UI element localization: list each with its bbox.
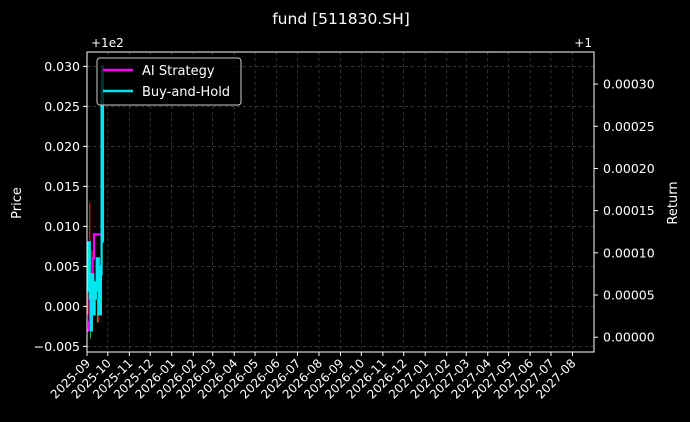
- buy-and-hold-line: [86, 65, 105, 332]
- series-lines: [86, 65, 105, 332]
- y-axis-label: Price: [10, 187, 25, 219]
- y-tick-label: 0.005: [44, 259, 80, 274]
- y-right-tick-label: 0.00015: [603, 203, 655, 218]
- y-right-tick-label: 0.00025: [603, 119, 655, 134]
- legend-label-buy-and-hold: Buy-and-Hold: [142, 85, 230, 100]
- y-right-tick-label: 0.00010: [603, 245, 655, 260]
- y-offset-left: +1e2: [91, 36, 124, 50]
- y-right-tick-label: 0.00000: [603, 330, 655, 345]
- legend: AI Strategy Buy-and-Hold: [96, 57, 242, 106]
- y-tick-label: 0.000: [44, 299, 80, 314]
- y-tick-label: 0.010: [44, 219, 80, 234]
- y-right-tick-label: 0.00030: [603, 77, 655, 92]
- y-tick-label: 0.025: [44, 99, 80, 114]
- y-axis-right: 0.00000 0.00005 0.00010 0.00015 0.00020 0.000…: [594, 77, 655, 345]
- y-tick-label: −0.005: [34, 339, 80, 354]
- y-tick-label: 0.020: [44, 139, 80, 154]
- y-axis-left: −0.005 0.000 0.005 0.010 0.015 0.020 0.025 0.03…: [34, 59, 87, 354]
- y-right-tick-label: 0.00020: [603, 161, 655, 176]
- y-tick-label: 0.030: [44, 59, 80, 74]
- y-offset-right: +1: [574, 36, 592, 50]
- y-axis-label-right: Return: [666, 181, 681, 224]
- legend-label-ai-strategy: AI Strategy: [142, 64, 215, 79]
- y-right-tick-label: 0.00005: [603, 288, 655, 303]
- y-tick-label: 0.015: [44, 179, 80, 194]
- chart-title: fund [511830.SH]: [272, 10, 410, 28]
